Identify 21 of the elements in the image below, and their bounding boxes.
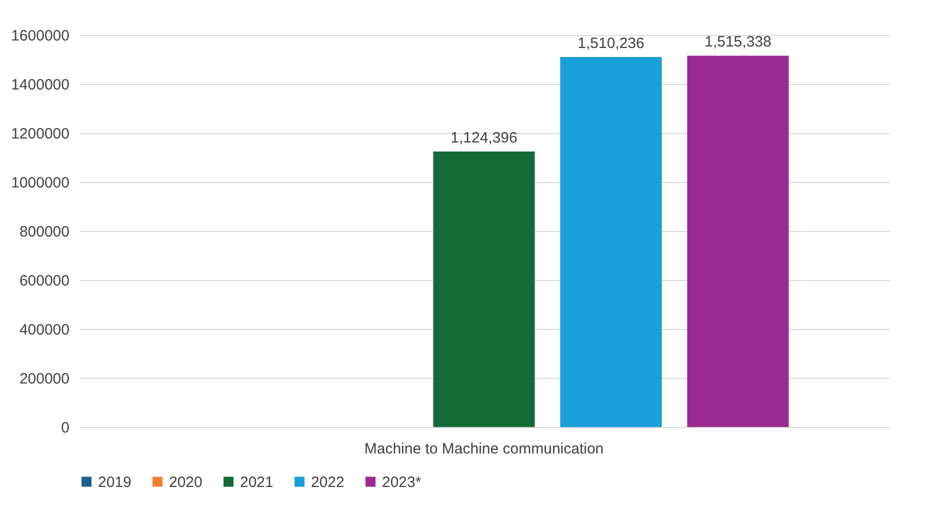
y-tick-label: 0: [61, 420, 70, 436]
bar: [560, 56, 662, 427]
legend-label: 2019: [98, 474, 132, 491]
bar: [433, 152, 535, 427]
data-label: 1,124,396: [450, 130, 518, 147]
legend-label: 2021: [240, 474, 274, 491]
bar: [687, 56, 789, 427]
y-tick-label: 600000: [19, 272, 70, 290]
y-tick-label: 1000000: [11, 174, 70, 192]
legend-label: 2020: [169, 474, 202, 491]
y-tick-label: 800000: [19, 224, 70, 240]
y-tick-label: 400000: [19, 322, 70, 338]
data-label: 1,515,338: [704, 34, 772, 51]
y-tick-label: 1400000: [11, 76, 70, 94]
data-label: 1,510,236: [578, 34, 644, 52]
y-tick-label: 200000: [19, 370, 70, 388]
x-tick-label: Machine to Machine communication: [364, 440, 604, 458]
y-tick-label: 1200000: [11, 126, 70, 142]
legend-label: 2022: [311, 474, 344, 491]
y-tick-label: 1600000: [11, 28, 70, 44]
legend-label: 2023*: [382, 474, 422, 491]
